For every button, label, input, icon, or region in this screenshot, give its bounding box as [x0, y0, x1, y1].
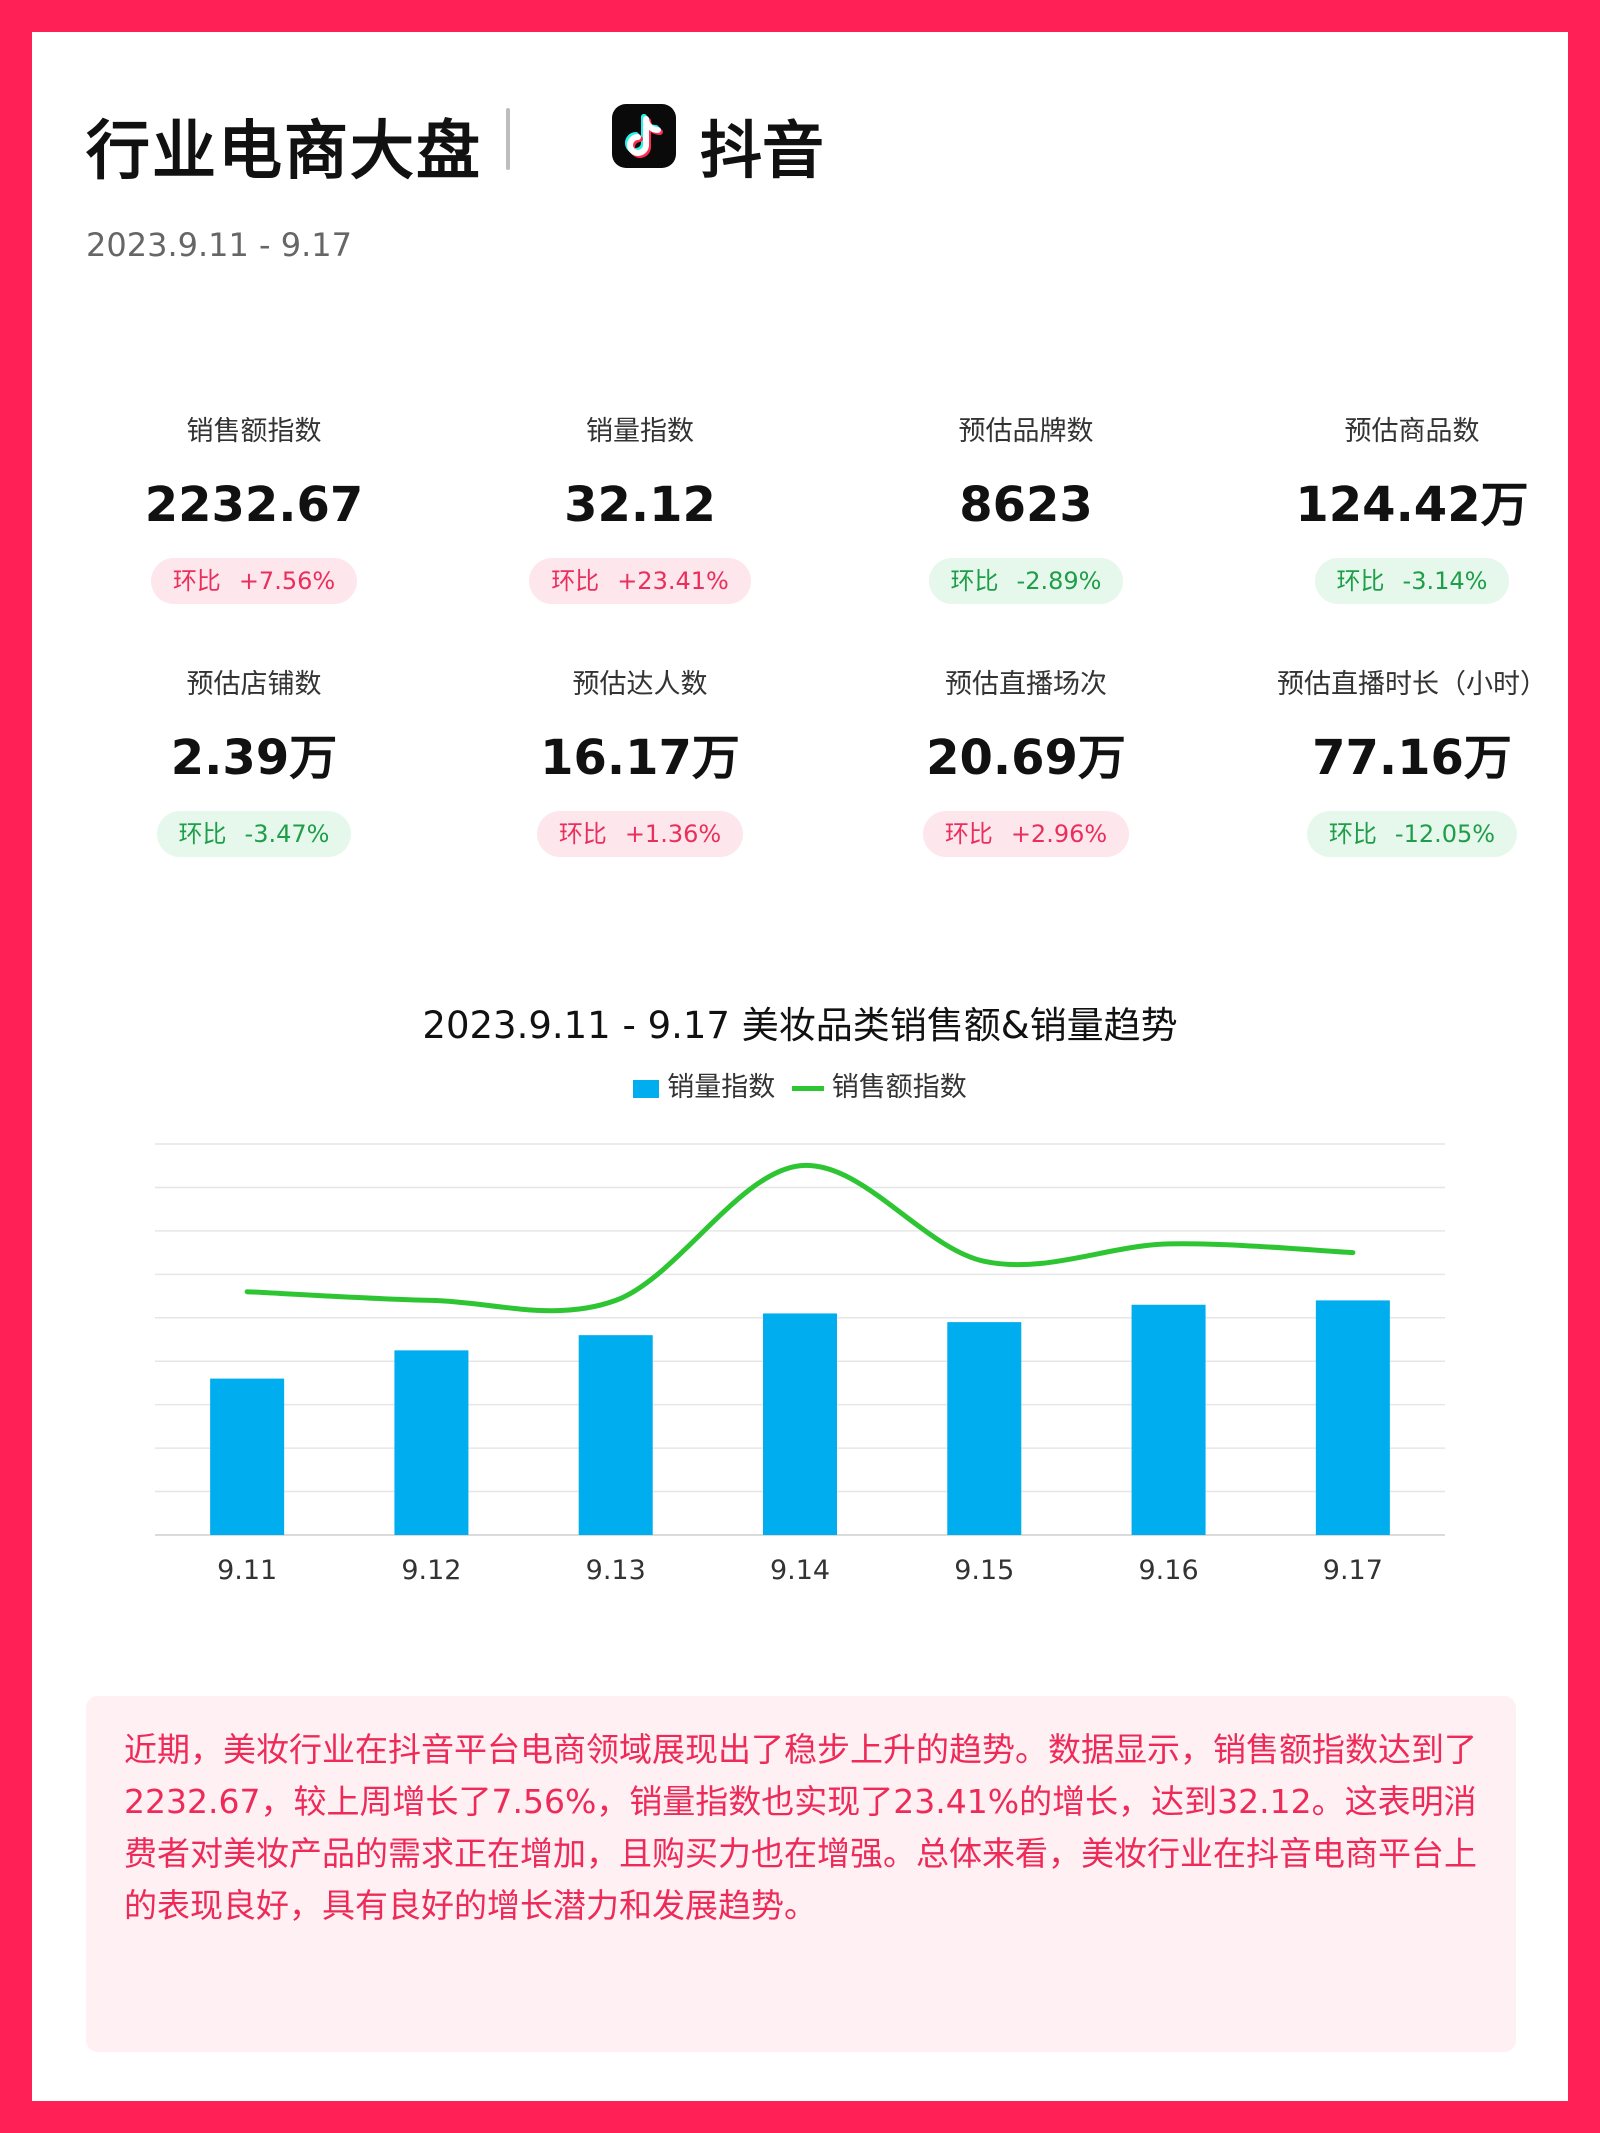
legend-item-sales: 销售额指数	[784, 1065, 967, 1104]
legend-item-volume: 销量指数	[633, 1065, 775, 1104]
metric-value: 8623	[959, 477, 1093, 533]
legend-swatch-line	[791, 1086, 824, 1091]
metric-label: 预估达人数	[572, 669, 708, 700]
legend-label: 销量指数	[667, 1072, 776, 1103]
badge-change: -3.47%	[244, 820, 330, 848]
bar-9.14	[763, 1313, 837, 1535]
badge-change: +7.56%	[238, 567, 336, 595]
bar-9.13	[578, 1335, 653, 1535]
badge-change: -3.14%	[1402, 567, 1488, 595]
page-title: 行业电商大盘	[86, 115, 482, 189]
metric-value: 77.16万	[1312, 730, 1512, 786]
change-badge: 环比 +2.96%	[922, 811, 1130, 857]
metric-label: 预估直播时长（小时）	[1277, 669, 1547, 700]
badge-label: 环比	[944, 820, 993, 848]
change-badge: 环比 -12.05%	[1306, 811, 1518, 857]
legend-label: 销售额指数	[831, 1072, 967, 1103]
metric-store-count: 预估店铺数 2.39万 环比 -3.47%	[94, 665, 414, 857]
x-tick-label: 9.13	[586, 1555, 646, 1586]
metric-live-sessions: 预估直播场次 20.69万 环比 +2.96%	[866, 665, 1186, 857]
badge-label: 环比	[1328, 820, 1377, 848]
bar-9.12	[394, 1350, 469, 1535]
metric-brand-count: 预估品牌数 8623 环比 -2.89%	[866, 412, 1186, 604]
metric-label: 预估品牌数	[958, 416, 1094, 447]
bar-9.11	[210, 1378, 285, 1535]
metric-label: 销售额指数	[186, 416, 322, 447]
legend-swatch-bar	[633, 1079, 660, 1098]
chart-title: 2023.9.11 - 9.17 美妆品类销售额&销量趋势	[422, 1004, 1178, 1047]
platform-name: 抖音	[700, 114, 825, 187]
date-range: 2023.9.11 - 9.17	[86, 226, 352, 264]
line-sales-index	[244, 1163, 1356, 1314]
metric-live-hours: 预估直播时长（小时） 77.16万 环比 -12.05%	[1252, 665, 1572, 857]
change-badge: 环比 -3.14%	[1314, 558, 1510, 604]
douyin-logo-icon	[612, 104, 676, 168]
metric-label: 预估直播场次	[945, 669, 1107, 700]
summary-text: 近期，美妆行业在抖音平台电商领域展现出了稳步上升的趋势。数据显示，销售额指数达到…	[124, 1730, 1477, 1925]
x-tick-label: 9.11	[217, 1555, 277, 1586]
metric-value: 20.69万	[926, 730, 1126, 786]
change-badge: 环比 +23.41%	[529, 558, 751, 604]
metric-value: 124.42万	[1295, 477, 1529, 533]
badge-label: 环比	[558, 820, 607, 848]
bar-9.16	[1131, 1304, 1206, 1535]
badge-change: -12.05%	[1394, 820, 1496, 848]
badge-label: 环比	[950, 567, 999, 595]
metric-label: 预估商品数	[1344, 416, 1480, 447]
chart-legend: 销量指数 销售额指数	[32, 1065, 1568, 1104]
badge-label: 环比	[1336, 567, 1385, 595]
metric-sales-index: 销售额指数 2232.67 环比 +7.56%	[94, 412, 414, 604]
summary-box: 近期，美妆行业在抖音平台电商领域展现出了稳步上升的趋势。数据显示，销售额指数达到…	[86, 1696, 1516, 2052]
change-badge: 环比 -2.89%	[928, 558, 1124, 604]
x-tick-label: 9.16	[1139, 1555, 1199, 1586]
bar-9.17	[1315, 1300, 1390, 1535]
badge-change: +2.96%	[1010, 820, 1108, 848]
page-frame: 行业电商大盘 抖音 2023.9.11 - 9.17 销售额指数 2232.67…	[32, 32, 1568, 2101]
metric-value: 16.17万	[540, 730, 740, 786]
badge-label: 环比	[178, 820, 227, 848]
metric-value: 2.39万	[170, 730, 338, 786]
metric-value: 2232.67	[144, 477, 364, 533]
x-tick-label: 9.14	[770, 1555, 830, 1586]
metric-value: 32.12	[564, 477, 716, 533]
badge-change: +1.36%	[624, 820, 722, 848]
x-tick-label: 9.17	[1323, 1555, 1383, 1586]
bar-9.15	[947, 1322, 1022, 1535]
badge-change: +23.41%	[617, 567, 729, 595]
metric-label: 预估店铺数	[186, 669, 322, 700]
badge-change: -2.89%	[1016, 567, 1102, 595]
metric-label: 销量指数	[586, 416, 694, 447]
metric-product-count: 预估商品数 124.42万 环比 -3.14%	[1252, 412, 1572, 604]
x-tick-label: 9.15	[954, 1555, 1014, 1586]
badge-label: 环比	[172, 567, 221, 595]
badge-label: 环比	[551, 567, 600, 595]
metric-volume-index: 销量指数 32.12 环比 +23.41%	[480, 412, 800, 604]
change-badge: 环比 +1.36%	[536, 811, 744, 857]
metric-influencer-count: 预估达人数 16.17万 环比 +1.36%	[480, 665, 800, 857]
change-badge: 环比 +7.56%	[150, 558, 358, 604]
change-badge: 环比 -3.47%	[156, 811, 352, 857]
title-divider	[506, 108, 510, 170]
x-tick-label: 9.12	[401, 1555, 461, 1586]
